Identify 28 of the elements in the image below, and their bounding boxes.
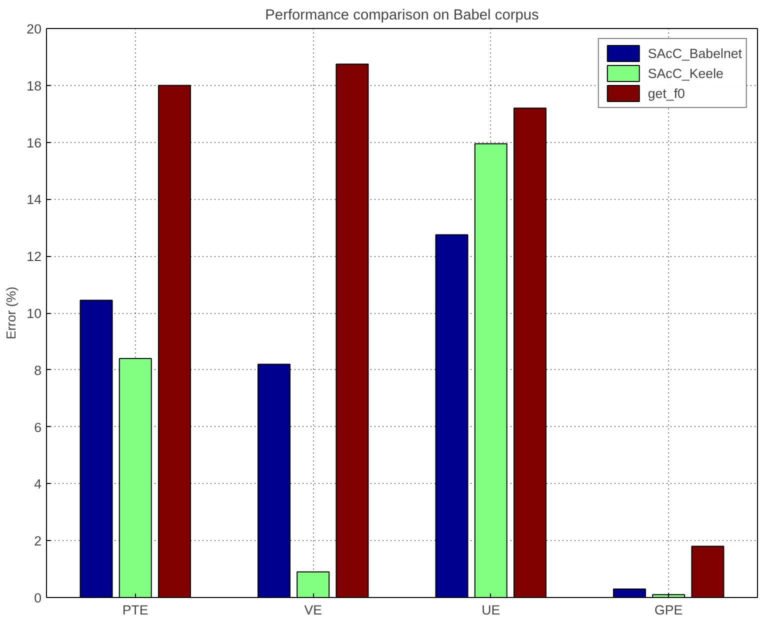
y-tick-label: 18 <box>26 78 42 94</box>
y-tick-label: 2 <box>34 534 42 549</box>
y-axis-title: Error (%) <box>4 286 19 340</box>
legend-label: SAcC_Keele <box>648 66 724 80</box>
bar <box>513 108 546 598</box>
bar <box>258 364 291 598</box>
x-tick-label: VE <box>304 602 322 618</box>
y-tick-label: 0 <box>34 590 42 606</box>
y-tick-label: 20 <box>26 22 42 36</box>
y-tick-label: 16 <box>26 135 42 150</box>
x-tick-label: PTE <box>122 602 148 618</box>
legend-label: get_f0 <box>648 86 685 100</box>
y-tick-label: 6 <box>34 420 42 435</box>
x-tick-label: UE <box>482 602 500 618</box>
bar <box>336 64 369 598</box>
chart-title: Performance comparison on Babel corpus <box>265 8 539 24</box>
bar <box>613 588 646 598</box>
x-tick-label: GPE <box>654 602 683 618</box>
y-tick-label: 14 <box>26 192 42 208</box>
y-tick-label: 10 <box>26 306 42 321</box>
legend-label: SAcC_Babelnet <box>648 46 742 60</box>
bar <box>691 546 724 598</box>
y-tick-label: 12 <box>26 249 42 264</box>
bar <box>435 234 468 598</box>
y-tick-label: 8 <box>34 362 42 378</box>
bar <box>158 84 191 598</box>
bar <box>80 300 113 598</box>
y-tick-label: 4 <box>34 476 42 492</box>
